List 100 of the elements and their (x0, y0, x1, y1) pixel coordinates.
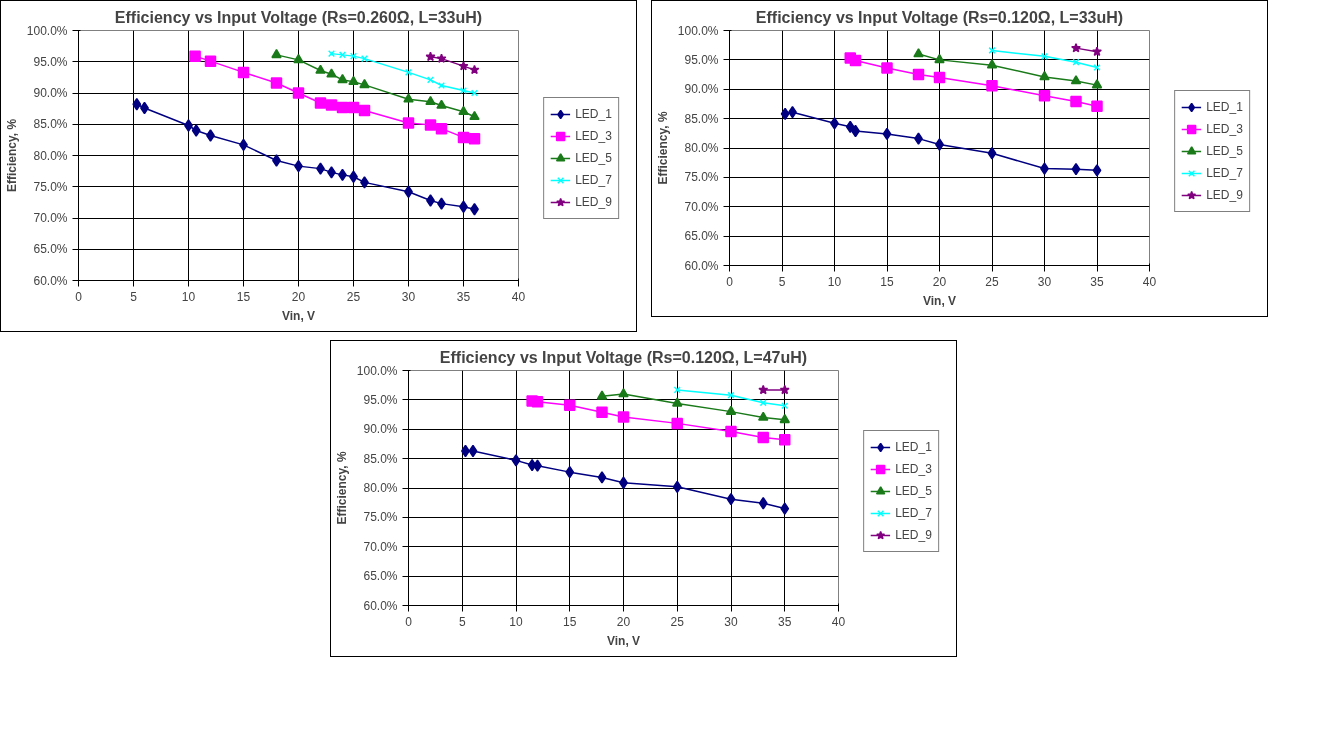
point (458, 60, 469, 71)
y-tick-label: 60.0% (363, 598, 398, 613)
x-axis-title: Vin, V (606, 633, 641, 648)
point (426, 76, 435, 84)
y-tick-label: 100.0% (677, 23, 719, 38)
y-tick-label: 95.0% (363, 392, 398, 407)
point (781, 402, 789, 410)
x-tick-label: 25 (985, 274, 999, 289)
point (132, 98, 142, 111)
y-tick-label: 70.0% (363, 539, 398, 554)
point (325, 99, 338, 111)
point (403, 93, 414, 103)
point (912, 68, 925, 81)
legend-label: LED_1 (895, 439, 932, 454)
x-tick-label: 15 (563, 614, 577, 629)
point (725, 425, 737, 438)
point (617, 411, 630, 423)
point (1091, 46, 1103, 57)
legend-label: LED_9 (1206, 187, 1243, 202)
x-tick-label: 5 (778, 274, 786, 289)
point (725, 405, 737, 415)
point (779, 434, 791, 446)
point (292, 87, 305, 99)
legend-label: LED_7 (575, 173, 612, 187)
y-axis-title: Efficiency, % (334, 451, 349, 525)
point (1092, 164, 1102, 177)
point (881, 62, 893, 74)
x-tick-label: 40 (511, 289, 526, 304)
y-tick-label: 80.0% (363, 481, 398, 495)
point (348, 75, 359, 86)
point (191, 124, 201, 137)
y-tick-label: 75.0% (33, 179, 68, 194)
point (758, 384, 769, 395)
x-tick-label: 30 (401, 289, 416, 304)
point (358, 104, 371, 117)
point (1070, 75, 1082, 85)
legend-label: LED_3 (895, 461, 932, 476)
point (726, 492, 736, 506)
point (849, 54, 862, 67)
legend-label: LED_5 (1206, 143, 1243, 158)
legend-label: LED_1 (575, 107, 612, 121)
point (596, 406, 608, 418)
point (564, 399, 576, 411)
x-tick-label: 30 (724, 614, 738, 629)
x-tick-label: 15 (236, 289, 251, 304)
y-tick-label: 80.0% (684, 141, 719, 155)
y-tick-label: 90.0% (363, 422, 398, 437)
x-tick-label: 0 (75, 289, 83, 304)
point (988, 46, 996, 55)
point (458, 105, 469, 116)
point (314, 97, 327, 109)
y-tick-label: 60.0% (33, 273, 68, 288)
x-tick-label: 35 (456, 289, 471, 304)
point (671, 417, 683, 430)
y-axis-title: Efficiency, % (655, 111, 670, 185)
legend-label: LED_9 (575, 195, 612, 209)
legend-label: LED_5 (895, 483, 932, 498)
point (349, 52, 358, 60)
point (468, 132, 481, 145)
legend-label: LED_9 (895, 527, 932, 542)
y-tick-label: 95.0% (684, 52, 719, 67)
x-tick-label: 5 (458, 614, 466, 629)
point (882, 127, 892, 141)
point (986, 59, 998, 69)
point (436, 99, 447, 109)
x-tick-label: 10 (827, 274, 842, 289)
point (189, 50, 201, 62)
x-tick-label: 40 (831, 614, 846, 629)
y-tick-label: 60.0% (684, 258, 719, 273)
point (933, 71, 946, 84)
y-tick-label: 75.0% (363, 510, 398, 525)
point (758, 411, 769, 421)
point (437, 81, 446, 90)
y-tick-label: 75.0% (684, 170, 719, 185)
point (336, 101, 349, 114)
point (672, 397, 683, 407)
x-tick-label: 20 (616, 614, 631, 629)
y-tick-label: 90.0% (684, 82, 719, 97)
point (459, 86, 468, 95)
point (424, 119, 437, 131)
y-tick-label: 85.0% (684, 111, 719, 126)
y-tick-label: 80.0% (33, 148, 68, 163)
point (470, 89, 479, 97)
y-tick-label: 90.0% (33, 86, 68, 100)
point (845, 120, 855, 134)
point (270, 77, 283, 89)
point (469, 110, 480, 121)
point (469, 64, 480, 75)
point (531, 395, 544, 408)
chart-title: Efficiency vs Input Voltage (Rs=0.260Ω, L=33uH) (114, 8, 483, 26)
x-tick-label: 20 (932, 274, 947, 289)
x-tick-label: 40 (1142, 274, 1157, 289)
y-tick-label: 95.0% (33, 54, 68, 69)
point (326, 68, 337, 78)
x-tick-label: 15 (880, 274, 894, 289)
y-tick-label: 70.0% (684, 199, 719, 214)
point (934, 53, 945, 64)
x-tick-label: 25 (670, 614, 685, 629)
legend-label: LED_5 (575, 151, 612, 165)
point (780, 502, 790, 515)
